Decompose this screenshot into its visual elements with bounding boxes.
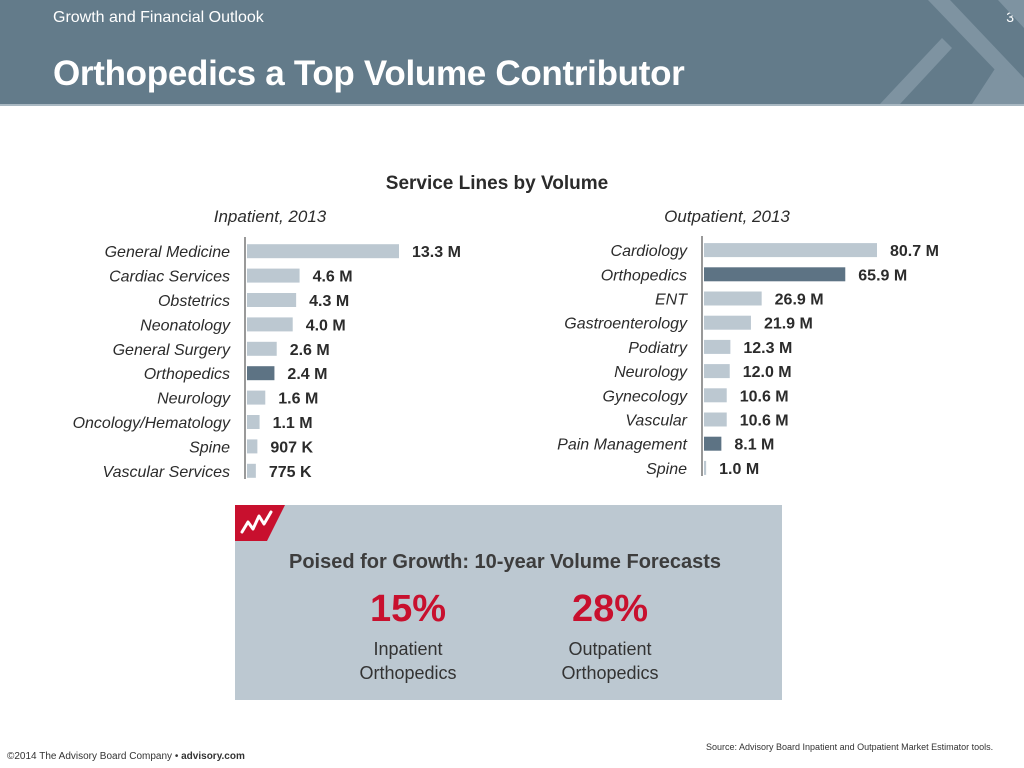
inpatient-bar-oncology-hematology — [247, 415, 260, 429]
outpatient-chart-title: Outpatient, 2013 — [664, 207, 790, 226]
slide-title: Orthopedics a Top Volume Contributor — [53, 54, 685, 93]
inpatient-value-label-cardiac-services: 4.6 M — [313, 269, 353, 286]
outpatient-category-label-gastroenterology: Gastroenterology — [564, 316, 688, 333]
outpatient-bar-ent — [704, 291, 762, 306]
forecast-callout: Poised for Growth: 10-year Volume Foreca… — [235, 505, 782, 700]
inpatient-value-label-spine: 907 K — [270, 439, 313, 456]
inpatient-bar-chart: General Medicine 13.3 M Cardiac Services 4.… — [73, 237, 461, 481]
outpatient-value-label-gynecology: 10.6 M — [740, 388, 789, 405]
outpatient-forecast-stat: 28% Outpatient Orthopedics — [510, 587, 710, 685]
header-bar: Growth and Financial Outlook Orthopedics… — [0, 0, 1024, 104]
page-number: 3 — [1006, 9, 1014, 25]
outpatient-value-label-orthopedics: 65.9 M — [858, 267, 907, 284]
inpatient-bar-vascular-services — [247, 463, 256, 478]
chart-heading: Service Lines by Volume — [386, 173, 608, 194]
website-link[interactable]: advisory.com — [181, 751, 245, 762]
outpatient-category-label-ent: ENT — [655, 292, 688, 309]
outpatient-bar-vascular — [704, 412, 727, 427]
outpatient-value-label-podiatry: 12.3 M — [743, 340, 792, 357]
outpatient-bar-pain-management — [704, 436, 722, 451]
inpatient-bar-orthopedics — [247, 366, 275, 381]
outpatient-category-label-spine: Spine — [646, 461, 687, 478]
inpatient-bar-general-surgery — [247, 341, 277, 356]
outpatient-category-label-cardiology: Cardiology — [611, 243, 688, 260]
inpatient-category-label-spine: Spine — [189, 439, 230, 456]
section-label: Growth and Financial Outlook — [53, 9, 264, 26]
inpatient-forecast-stat: 15% Inpatient Orthopedics — [308, 587, 508, 685]
outpatient-forecast-label-line2: Orthopedics — [561, 663, 659, 683]
inpatient-bar-cardiac-services — [247, 268, 300, 283]
outpatient-value-label-gastroenterology: 21.9 M — [764, 316, 813, 333]
outpatient-category-label-pain-management: Pain Management — [557, 437, 687, 454]
inpatient-category-label-general-medicine: General Medicine — [105, 244, 231, 261]
inpatient-bar-spine — [247, 439, 258, 454]
inpatient-category-label-neonatology: Neonatology — [140, 317, 231, 334]
outpatient-value-label-pain-management: 8.1 M — [734, 437, 774, 454]
inpatient-category-label-cardiac-services: Cardiac Services — [109, 269, 230, 286]
inpatient-value-label-neurology: 1.6 M — [278, 391, 318, 408]
outpatient-value-label-cardiology: 80.7 M — [890, 243, 939, 260]
inpatient-forecast-label-line2: Orthopedics — [359, 663, 457, 683]
outpatient-category-label-orthopedics: Orthopedics — [601, 267, 687, 284]
outpatient-bar-spine — [704, 460, 707, 475]
inpatient-forecast-value: 15% — [369, 588, 447, 630]
inpatient-value-label-vascular-services: 775 K — [269, 464, 312, 481]
copyright-footer: ©2014 The Advisory Board Company • advis… — [7, 751, 245, 762]
outpatient-value-label-neurology: 12.0 M — [743, 364, 792, 381]
inpatient-forecast-label-line1: Inpatient — [373, 639, 443, 659]
inpatient-value-label-orthopedics: 2.4 M — [287, 366, 327, 383]
outpatient-value-label-spine: 1.0 M — [719, 461, 759, 478]
forecast-heading: Poised for Growth: 10-year Volume Foreca… — [289, 551, 721, 573]
inpatient-value-label-obstetrics: 4.3 M — [309, 293, 349, 310]
inpatient-bar-obstetrics — [247, 293, 297, 307]
outpatient-bar-neurology — [704, 364, 730, 379]
inpatient-category-label-oncology-hematology: Oncology/Hematology — [73, 415, 231, 432]
inpatient-value-label-oncology-hematology: 1.1 M — [273, 415, 313, 432]
inpatient-category-label-obstetrics: Obstetrics — [158, 293, 230, 310]
inpatient-bar-neonatology — [247, 317, 293, 332]
outpatient-forecast-label-line1: Outpatient — [568, 639, 652, 659]
outpatient-bar-cardiology — [704, 243, 877, 258]
outpatient-bar-chart: Cardiology 80.7 M Orthopedics 65.9 M ENT 26.9… — [557, 236, 939, 478]
inpatient-category-label-orthopedics: Orthopedics — [144, 366, 230, 383]
header-divider — [0, 104, 1024, 106]
outpatient-category-label-neurology: Neurology — [614, 364, 688, 381]
outpatient-forecast-value: 28% — [571, 588, 649, 630]
inpatient-category-label-neurology: Neurology — [157, 391, 231, 408]
trend-chart-icon — [235, 505, 285, 541]
inpatient-bar-general-medicine — [247, 244, 399, 259]
copyright-text: ©2014 The Advisory Board Company • — [7, 751, 182, 762]
advisory-logo-mark-icon — [880, 0, 1024, 104]
outpatient-bar-orthopedics — [704, 267, 846, 282]
outpatient-bar-gastroenterology — [704, 315, 751, 330]
inpatient-value-label-general-medicine: 13.3 M — [412, 244, 461, 261]
outpatient-category-label-gynecology: Gynecology — [603, 388, 688, 405]
inpatient-bar-neurology — [247, 390, 266, 405]
outpatient-bar-gynecology — [704, 388, 727, 403]
outpatient-category-label-podiatry: Podiatry — [628, 340, 688, 357]
inpatient-value-label-neonatology: 4.0 M — [306, 317, 346, 334]
inpatient-value-label-general-surgery: 2.6 M — [290, 342, 330, 359]
outpatient-bar-podiatry — [704, 339, 731, 354]
inpatient-category-label-vascular-services: Vascular Services — [103, 464, 230, 481]
inpatient-chart-title: Inpatient, 2013 — [214, 207, 327, 226]
source-note: Source: Advisory Board Inpatient and Out… — [706, 742, 994, 752]
outpatient-category-label-vascular: Vascular — [625, 413, 687, 430]
outpatient-value-label-ent: 26.9 M — [775, 292, 824, 309]
outpatient-value-label-vascular: 10.6 M — [740, 413, 789, 430]
inpatient-category-label-general-surgery: General Surgery — [113, 342, 231, 359]
